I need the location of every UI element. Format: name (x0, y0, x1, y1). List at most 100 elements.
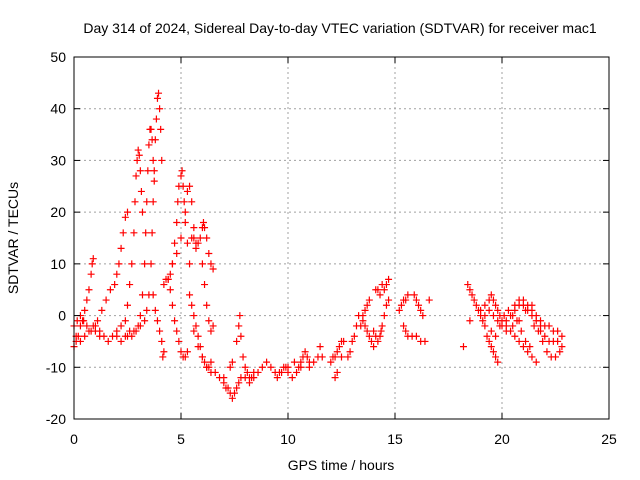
data-point (528, 353, 536, 361)
x-tick-label: 20 (494, 431, 510, 447)
data-point (194, 332, 202, 340)
data-point (284, 363, 292, 371)
data-point (132, 172, 140, 180)
data-point (207, 260, 215, 268)
data-point (102, 296, 110, 304)
data-point (149, 291, 157, 299)
data-point (519, 343, 527, 351)
data-point (241, 374, 249, 382)
data-point (136, 167, 144, 175)
data-point (173, 250, 181, 258)
data-point (537, 317, 545, 325)
data-point (224, 384, 232, 392)
data-point (278, 368, 286, 376)
data-point (126, 281, 134, 289)
data-point (494, 317, 502, 325)
data-point (190, 327, 198, 335)
data-point (134, 146, 142, 154)
data-point (194, 343, 202, 351)
data-point (150, 167, 158, 175)
data-point (385, 275, 393, 283)
data-point (143, 198, 151, 206)
data-point (485, 306, 493, 314)
data-point (530, 322, 538, 330)
data-point (76, 322, 84, 330)
data-point (192, 322, 200, 330)
data-point (254, 368, 262, 376)
y-tick-label: -10 (46, 359, 66, 375)
data-point (318, 353, 326, 361)
data-point (81, 332, 89, 340)
data-point (158, 337, 166, 345)
data-point (141, 260, 149, 268)
y-tick-label: 0 (58, 308, 66, 324)
data-point (228, 358, 236, 366)
data-point (201, 281, 209, 289)
data-point (415, 301, 423, 309)
data-point (196, 234, 204, 242)
data-point (149, 198, 157, 206)
data-point (459, 343, 467, 351)
data-point (83, 296, 91, 304)
data-point (556, 348, 564, 356)
data-point (466, 317, 474, 325)
data-point (144, 167, 152, 175)
data-point (374, 286, 382, 294)
plot-frame (73, 56, 610, 420)
axis-ticks: 0 5 10 15 20 25 -20 -10 0 10 20 30 40 50 (46, 49, 617, 447)
data-point (177, 234, 185, 242)
data-point (130, 229, 138, 237)
data-point (517, 327, 525, 335)
data-point (233, 337, 241, 345)
data-point (87, 270, 95, 278)
data-point (361, 306, 369, 314)
data-point (177, 348, 185, 356)
chart-title: Day 314 of 2024, Sidereal Day-to-day VTE… (83, 20, 596, 36)
data-point (142, 229, 150, 237)
y-tick-label: 30 (50, 152, 66, 168)
y-tick-label: 40 (50, 101, 66, 117)
data-point (160, 281, 168, 289)
data-point (494, 358, 502, 366)
data-point (487, 291, 495, 299)
data-point (400, 322, 408, 330)
data-point (207, 327, 215, 335)
data-point (198, 353, 206, 361)
data-point (150, 177, 158, 185)
data-point (378, 322, 386, 330)
data-point (524, 348, 532, 356)
data-point (363, 301, 371, 309)
data-point (464, 281, 472, 289)
data-point (382, 301, 390, 309)
data-point (177, 172, 185, 180)
data-point (190, 224, 198, 232)
x-tick-label: 25 (601, 431, 617, 447)
data-point (425, 296, 433, 304)
data-point (331, 374, 339, 382)
data-point (532, 312, 540, 320)
data-point (147, 260, 155, 268)
data-point (335, 343, 343, 351)
data-point (481, 322, 489, 330)
data-point (419, 312, 427, 320)
data-point (131, 198, 139, 206)
data-point (171, 239, 179, 247)
data-point (89, 255, 97, 263)
data-point (136, 322, 144, 330)
data-point (235, 322, 243, 330)
data-point (115, 260, 123, 268)
data-point (502, 327, 510, 335)
data-point (104, 337, 112, 345)
data-point (209, 265, 217, 273)
data-point (250, 374, 258, 382)
y-axis-label: SDTVAR / TECUs (5, 182, 21, 294)
data-point (346, 348, 354, 356)
data-point (138, 291, 146, 299)
data-point (541, 332, 549, 340)
data-point (166, 286, 174, 294)
data-point (168, 301, 176, 309)
data-point (350, 332, 358, 340)
data-point (88, 260, 96, 268)
data-point (226, 363, 234, 371)
data-point (98, 306, 106, 314)
